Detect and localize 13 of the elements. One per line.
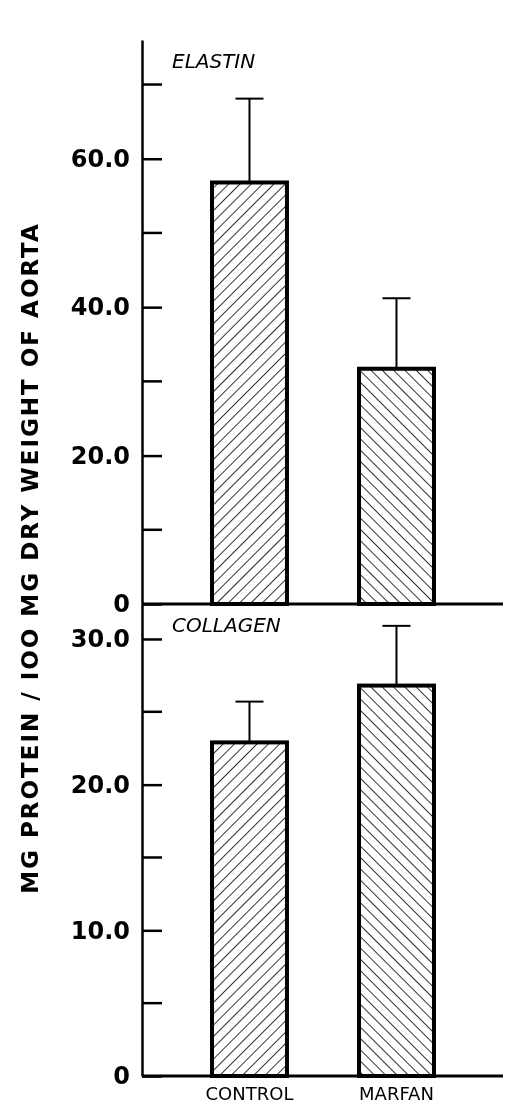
text: COLLAGEN <box>172 613 281 637</box>
y-tick-label: 0 <box>113 1062 130 1091</box>
y-tick-label: 0 <box>113 590 130 619</box>
y-tick-label: 20.0 <box>70 770 130 799</box>
x-tick-label: MARFAN <box>359 1083 434 1104</box>
y-tick-label: 20.0 <box>70 441 130 470</box>
y-tick-label: 30.0 <box>70 625 130 654</box>
y-axis-title: MG PROTEIN / IOO MG DRY WEIGHT OF AORTA <box>17 222 44 894</box>
y-tick-label: 60.0 <box>70 144 130 173</box>
y-tick-label: 10.0 <box>70 916 130 945</box>
y-tick-label: 40.0 <box>70 293 130 322</box>
x-tick-label: CONTROL <box>205 1083 294 1104</box>
text: ELASTIN <box>172 49 256 73</box>
